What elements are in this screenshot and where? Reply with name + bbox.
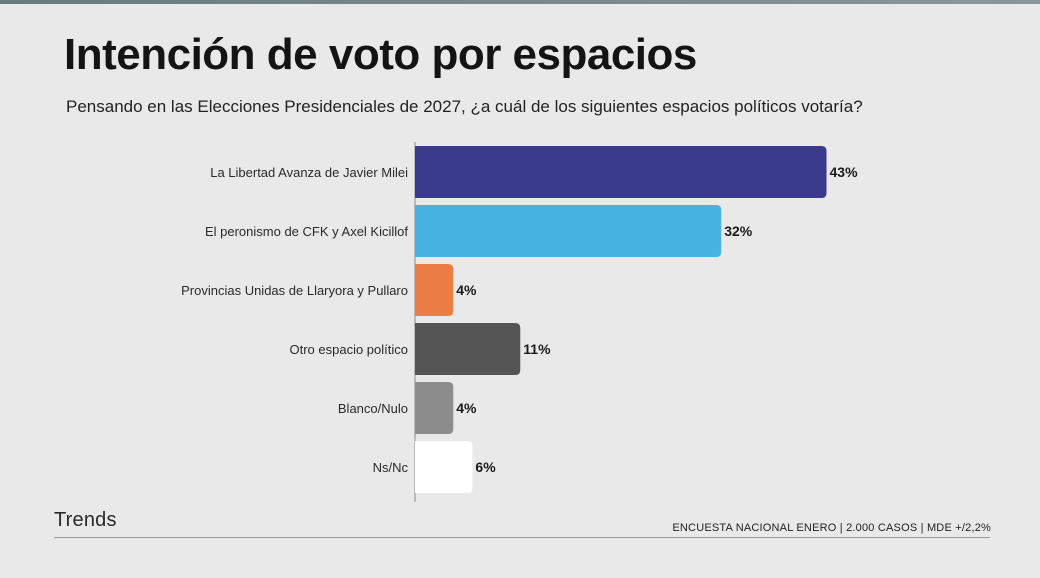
category-label: Blanco/Nulo — [338, 401, 408, 416]
page-subtitle: Pensando en las Elecciones Presidenciale… — [66, 97, 863, 116]
category-label: Otro espacio político — [289, 342, 408, 357]
bar — [415, 441, 473, 493]
bar — [415, 146, 827, 198]
data-label: 11% — [523, 341, 551, 357]
category-label: El peronismo de CFK y Axel Kicillof — [205, 224, 408, 239]
data-label: 43% — [830, 164, 859, 180]
data-label: 6% — [475, 459, 496, 475]
brand-logo-text: Trends — [54, 509, 117, 531]
bar — [415, 382, 454, 434]
top-accent-strip — [0, 0, 1040, 4]
survey-source-note: ENCUESTA NACIONAL ENERO | 2.000 CASOS | … — [672, 522, 991, 534]
footer-divider — [54, 537, 990, 538]
data-label: 4% — [456, 282, 477, 298]
data-label: 4% — [456, 400, 477, 416]
bar — [415, 264, 454, 316]
bar — [415, 323, 521, 375]
category-label: Provincias Unidas de Llaryora y Pullaro — [181, 283, 408, 298]
bar — [415, 205, 722, 257]
page-title: Intención de voto por espacios — [64, 30, 697, 79]
category-label: La Libertad Avanza de Javier Milei — [210, 165, 408, 180]
category-label: Ns/Nc — [373, 460, 409, 475]
data-label: 32% — [724, 223, 753, 239]
